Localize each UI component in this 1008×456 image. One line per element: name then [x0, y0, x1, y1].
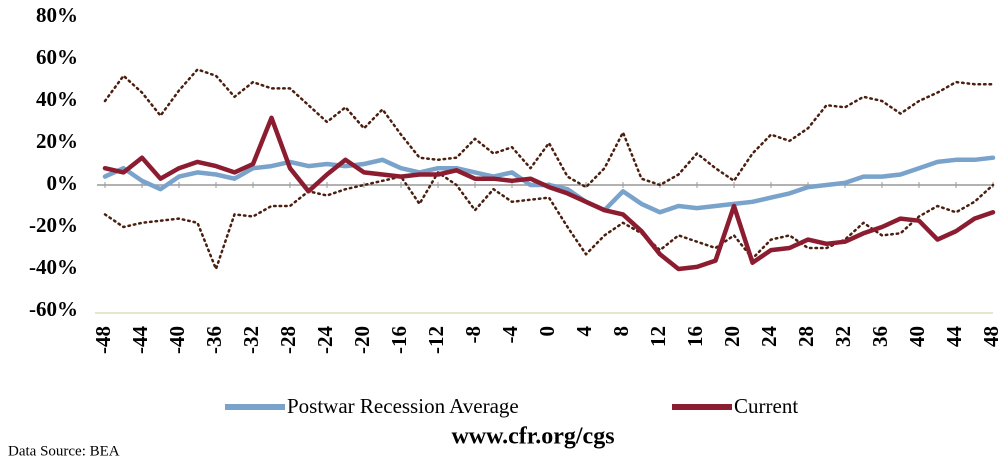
- legend-label: Current: [734, 394, 798, 418]
- y-tick-label: 0%: [47, 171, 79, 195]
- y-tick-label: 40%: [36, 87, 78, 111]
- x-tick-label: 20: [720, 326, 744, 347]
- x-tick-label: -44: [128, 326, 152, 354]
- x-tick-label: -40: [165, 326, 189, 354]
- y-tick-label: -40%: [29, 255, 78, 279]
- x-tick-label: 0: [535, 326, 559, 337]
- y-tick-label: 20%: [36, 129, 78, 153]
- source: www.cfr.org/cgs: [451, 424, 614, 450]
- x-tick-label: -28: [276, 326, 300, 354]
- note: Data Source: BEA: [8, 443, 120, 456]
- x-tick-label: 16: [683, 326, 707, 347]
- x-tick-label: -8: [461, 326, 485, 344]
- x-tick-label: -4: [498, 326, 522, 344]
- x-tick-label: 28: [794, 326, 818, 347]
- series-line: [103, 68, 995, 189]
- x-tick-label: 40: [905, 326, 929, 347]
- x-tick-label: 48: [979, 326, 1003, 347]
- x-tick-label: 44: [942, 326, 966, 348]
- x-tick-label: 36: [868, 326, 892, 347]
- x-tick-label: 12: [646, 326, 670, 347]
- y-tick-label: -60%: [29, 297, 78, 321]
- y-tick-label: -20%: [29, 213, 78, 237]
- y-tick-label: 60%: [36, 45, 78, 69]
- x-tick-label: -36: [202, 326, 226, 354]
- x-tick-label: -32: [239, 326, 263, 354]
- series-line: [103, 171, 995, 271]
- x-tick-label: -24: [313, 326, 337, 354]
- legend-label: Postwar Recession Average: [287, 394, 519, 418]
- x-tick-label: -20: [350, 326, 374, 354]
- x-tick-label: -48: [91, 326, 115, 354]
- x-tick-label: 8: [609, 326, 633, 337]
- x-tick-label: 24: [757, 326, 781, 348]
- x-tick-label: 4: [572, 326, 596, 337]
- y-tick-label: 80%: [36, 3, 78, 27]
- x-tick-label: -12: [424, 326, 448, 354]
- x-tick-label: 32: [831, 326, 855, 347]
- series-line: [102, 115, 996, 272]
- x-tick-label: -16: [387, 326, 411, 354]
